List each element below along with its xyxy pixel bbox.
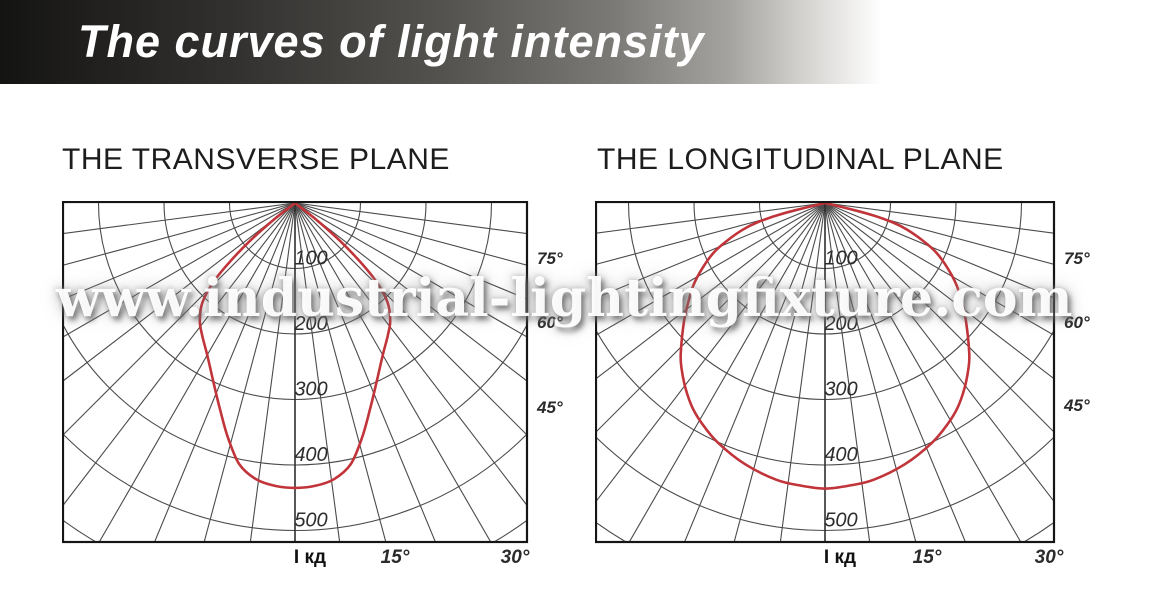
side-angle-label: 75° [537,249,563,268]
radius-tick-label: 200 [293,313,327,335]
page-title: The curves of light intensity [78,16,705,67]
radius-tick-label: 400 [824,444,857,466]
radius-tick-label: 300 [824,379,857,401]
longitudinal-plane-chart: 100 200 300 400 500 75° 60° 45° I кд 15° 30° [595,201,1090,568]
bottom-angle-label: 30° [1035,547,1064,568]
bottom-angle-label: 30° [501,547,530,568]
unit-label: I кд [294,547,326,568]
bottom-angle-label: 15° [913,547,942,568]
longitudinal-plane-title: THE LONGITUDINAL PLANE [597,143,1004,176]
radius-tick-label: 100 [294,248,327,270]
unit-label: I кд [824,547,856,568]
bottom-angle-label: 15° [381,547,410,568]
intensity-curve [679,203,971,490]
radius-tick-label: 300 [294,379,327,401]
plot-border [595,201,1056,544]
side-angle-label: 45° [1063,396,1090,415]
radius-tick-label: 500 [294,510,327,532]
transverse-plane-chart: 100 200 300 400 500 75° 60° 45° I кд 15° 30° [62,201,563,568]
radius-tick-label: 500 [824,510,857,532]
radius-tick-label: 200 [823,313,857,335]
side-angle-label: 60° [537,313,563,332]
title-banner: The curves of light intensity [0,0,1176,84]
radius-tick-label: 400 [294,444,327,466]
side-angle-label: 60° [1064,313,1090,332]
plot-border [62,201,529,544]
intensity-curve [198,203,392,490]
side-angle-label: 45° [536,398,563,417]
radius-tick-label: 100 [824,248,857,270]
side-angle-label: 75° [1064,249,1090,268]
transverse-plane-title: THE TRANSVERSE PLANE [62,143,450,176]
